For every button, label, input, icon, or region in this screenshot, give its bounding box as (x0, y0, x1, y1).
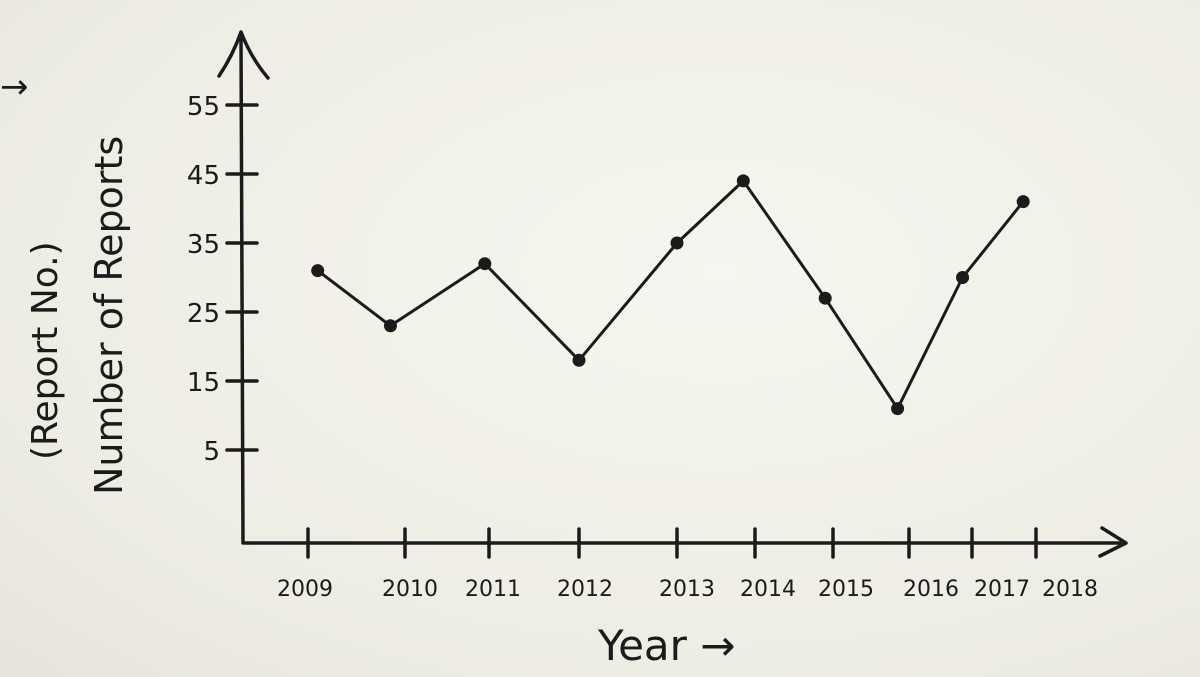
y-tick-label: 15 (187, 368, 220, 398)
x-tick-label: 2015 (818, 577, 874, 602)
x-tick-label: 2012 (557, 577, 613, 602)
data-point (311, 264, 325, 278)
y-axis-label: Number of Reports (87, 136, 131, 495)
x-tick-label: 2013 (659, 577, 715, 602)
data-point (478, 257, 492, 271)
y-axis-label-secondary: (Report No.) (25, 241, 66, 460)
edge-arrow-mark: → (0, 67, 29, 107)
x-tick-label: 2018 (1042, 577, 1098, 602)
y-axis-arrowhead (217, 30, 270, 80)
y-tick-label: 45 (187, 161, 220, 191)
y-tick-label: 35 (187, 230, 220, 260)
data-point (736, 174, 750, 188)
x-tick-label: 2014 (740, 577, 796, 602)
y-tick-label: 25 (187, 299, 220, 329)
data-point (956, 271, 970, 284)
data-point (383, 319, 397, 333)
data-point (670, 236, 684, 250)
x-axis-label: Year → (597, 621, 735, 670)
data-point (818, 291, 832, 305)
series-line (316, 179, 1025, 411)
axes (217, 30, 1128, 558)
y-tick-label: 55 (187, 92, 220, 122)
data-point (891, 402, 905, 416)
data-point (1016, 195, 1030, 209)
y-axis-line (239, 36, 245, 545)
y-ticks-group: 5 15 25 35 45 55 (187, 92, 259, 467)
series-layer (311, 174, 1030, 416)
data-point (572, 353, 586, 367)
y-tick-label: 5 (203, 437, 220, 467)
x-tick-label: 2016 (903, 577, 959, 602)
x-tick-label: 2017 (974, 577, 1030, 602)
x-tick-label: 2011 (465, 577, 521, 602)
x-axis-arrowhead (1098, 526, 1128, 558)
x-ticks-group: 2009 2010 2011 2012 2013 2014 2015 2016 2017 2018 (277, 527, 1098, 602)
x-tick-label: 2010 (382, 577, 438, 602)
x-tick-label: 2009 (277, 577, 333, 602)
